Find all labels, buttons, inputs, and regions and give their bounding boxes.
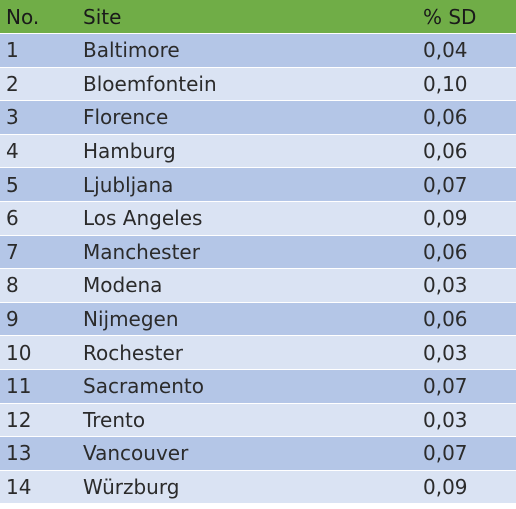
row-site: Vancouver bbox=[83, 441, 189, 466]
row-sd: 0,09 bbox=[423, 475, 468, 500]
row-sd: 0,06 bbox=[423, 307, 468, 332]
row-site: Würzburg bbox=[83, 475, 180, 500]
row-site: Los Angeles bbox=[83, 206, 203, 231]
row-sd: 0,04 bbox=[423, 38, 468, 63]
table-row: 4 Hamburg 0,06 bbox=[0, 134, 516, 169]
table-row: 10 Rochester 0,03 bbox=[0, 336, 516, 370]
header-no: No. bbox=[6, 4, 40, 29]
table-row: 12 Trento 0,03 bbox=[0, 403, 516, 438]
row-site: Trento bbox=[83, 407, 146, 432]
row-no: 11 bbox=[6, 374, 32, 399]
row-no: 4 bbox=[6, 139, 19, 164]
table-row: 1 Baltimore 0,04 bbox=[0, 34, 516, 68]
row-site: Ljubljana bbox=[83, 172, 174, 197]
table-row: 13 Vancouver 0,07 bbox=[0, 437, 516, 471]
row-site: Rochester bbox=[83, 340, 183, 365]
row-sd: 0,06 bbox=[423, 239, 468, 264]
row-no: 2 bbox=[6, 71, 19, 96]
table-row: 11 Sacramento 0,07 bbox=[0, 369, 516, 404]
row-no: 7 bbox=[6, 239, 19, 264]
row-no: 12 bbox=[6, 407, 32, 432]
row-site: Florence bbox=[83, 105, 169, 130]
row-no: 6 bbox=[6, 206, 19, 231]
row-no: 9 bbox=[6, 307, 19, 332]
table-row: 3 Florence 0,06 bbox=[0, 101, 516, 135]
row-no: 10 bbox=[6, 340, 32, 365]
row-sd: 0,06 bbox=[423, 139, 468, 164]
table-header-row: No. Site % SD bbox=[0, 0, 516, 34]
row-sd: 0,06 bbox=[423, 105, 468, 130]
table-row: 5 Ljubljana 0,07 bbox=[0, 168, 516, 202]
table-row: 14 Würzburg 0,09 bbox=[0, 470, 516, 505]
row-site: Manchester bbox=[83, 239, 200, 264]
table-row: 7 Manchester 0,06 bbox=[0, 235, 516, 270]
row-site: Bloemfontein bbox=[83, 71, 217, 96]
row-sd: 0,03 bbox=[423, 407, 468, 432]
row-no: 14 bbox=[6, 475, 32, 500]
header-sd: % SD bbox=[423, 4, 477, 29]
row-sd: 0,09 bbox=[423, 206, 468, 231]
row-sd: 0,07 bbox=[423, 374, 468, 399]
header-site: Site bbox=[83, 4, 122, 29]
row-sd: 0,03 bbox=[423, 273, 468, 298]
row-site: Modena bbox=[83, 273, 163, 298]
row-no: 8 bbox=[6, 273, 19, 298]
row-sd: 0,03 bbox=[423, 340, 468, 365]
table-row: 9 Nijmegen 0,06 bbox=[0, 302, 516, 337]
row-sd: 0,07 bbox=[423, 441, 468, 466]
row-no: 5 bbox=[6, 172, 19, 197]
row-site: Nijmegen bbox=[83, 307, 179, 332]
row-no: 13 bbox=[6, 441, 32, 466]
row-no: 1 bbox=[6, 38, 19, 63]
row-sd: 0,07 bbox=[423, 172, 468, 197]
row-site: Hamburg bbox=[83, 139, 176, 164]
row-sd: 0,10 bbox=[423, 71, 468, 96]
row-no: 3 bbox=[6, 105, 19, 130]
table-row: 2 Bloemfontein 0,10 bbox=[0, 67, 516, 102]
row-site: Sacramento bbox=[83, 374, 204, 399]
table-row: 8 Modena 0,03 bbox=[0, 269, 516, 303]
table-row: 6 Los Angeles 0,09 bbox=[0, 201, 516, 236]
row-site: Baltimore bbox=[83, 38, 180, 63]
